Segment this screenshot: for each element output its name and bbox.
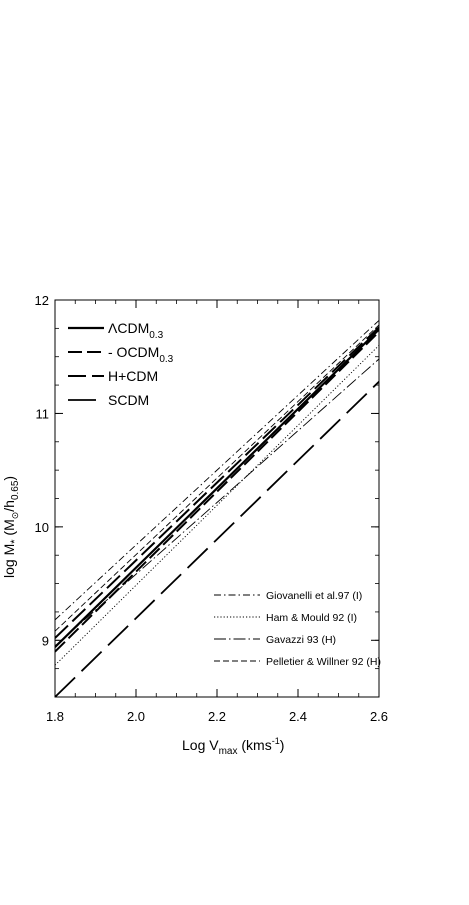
y-tick-label: 11 — [36, 406, 50, 421]
legend-label: Ham & Mould 92 (I) — [266, 612, 357, 624]
legend-models: ΛCDM0.3 - OCDM0.3 H+CDM SCDM — [68, 320, 174, 408]
legend-label: Pelletier & Willner 92 (H) — [266, 656, 381, 668]
legend-observations: Giovanelli et al.97 (I) Ham & Mould 92 (I… — [214, 590, 381, 668]
legend-label: SCDM — [108, 392, 149, 408]
y-axis-title: log M* (M⊙/h0.65) — [1, 476, 21, 578]
series-line — [55, 320, 379, 621]
x-axis-title: Log Vmax (kms-1) — [182, 736, 284, 757]
legend-label: Giovanelli et al.97 (I) — [266, 590, 362, 602]
legend-label: ΛCDM0.3 — [108, 320, 164, 341]
legend-label: H+CDM — [108, 368, 158, 384]
x-tick-label: 2.4 — [289, 709, 307, 724]
series-line — [55, 345, 379, 666]
series-line — [55, 381, 379, 697]
y-tick-label: 9 — [42, 633, 49, 648]
legend-label: Gavazzi 93 (H) — [266, 634, 336, 646]
series-line — [55, 328, 379, 648]
x-tick-label: 2.6 — [370, 709, 388, 724]
axis-ticks — [54, 299, 380, 698]
series-line — [55, 324, 379, 632]
series-line — [55, 331, 379, 653]
legend-label: - OCDM0.3 — [108, 344, 174, 365]
y-tick-label: 10 — [35, 520, 49, 535]
tick-labels: 1.8 2.0 2.2 2.4 2.6 9 10 11 12 — [35, 293, 389, 724]
series-line — [55, 358, 379, 647]
x-tick-label: 1.8 — [46, 709, 64, 724]
x-tick-label: 2.2 — [208, 709, 226, 724]
y-tick-label: 12 — [35, 293, 49, 308]
series-lines — [55, 320, 379, 697]
x-tick-label: 2.0 — [127, 709, 145, 724]
series-line — [55, 326, 379, 639]
